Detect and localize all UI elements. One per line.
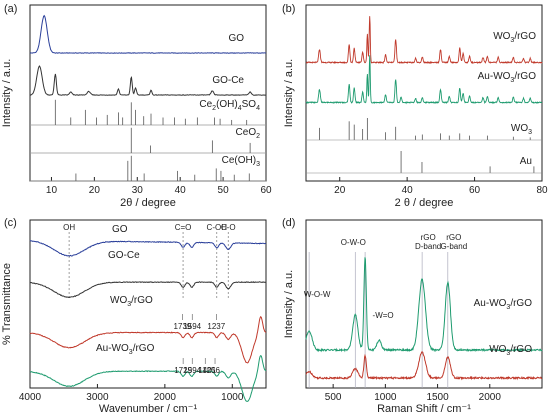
panel-c-series-label: GO-Ce: [108, 250, 140, 261]
panel-d-band-label: -W=O: [373, 311, 394, 320]
panel-b-xtick-label: 40: [402, 185, 414, 196]
panel-c-xtick-label: 4000: [19, 392, 42, 403]
panel-c-band-label: C=O: [175, 223, 192, 232]
panel-c-xtick-label: 1000: [221, 392, 244, 403]
panel-c-series: [30, 281, 267, 299]
panel-c-label: (c): [4, 217, 17, 229]
panel-c-series-label: GO: [112, 224, 128, 235]
panel-b-xtick-label: 60: [469, 185, 481, 196]
panel-a-ylabel: Intensity / a.u.: [1, 59, 13, 127]
panel-c-series-label: Au-WO3/rGO: [96, 343, 155, 356]
panel-d-xtick-label: 2000: [479, 392, 502, 403]
panel-c-xtick-label: 3000: [86, 392, 109, 403]
panel-c-xtick-label: 2000: [154, 392, 177, 403]
panel-a-xtick-label: 40: [175, 185, 187, 196]
panel-d-band-label: O-W-O: [341, 238, 366, 247]
panel-a-series-label: GO-Ce: [212, 75, 244, 86]
panel-b-ref-label: WO3: [511, 123, 532, 136]
panel-c-annotation: 1594: [183, 366, 201, 375]
panel-a-xtick-label: 30: [132, 185, 144, 196]
panel-a-ref-label: Ce(OH)3: [222, 155, 260, 168]
panel-c-series-label: WO3/rGO: [110, 295, 153, 308]
panel-c-band-label: C-OH: [207, 223, 228, 232]
panel-d-band-label: W-O-W: [304, 290, 331, 299]
panel-a-series-go-ce: [29, 65, 267, 96]
panel-c-ylabel: % Transmittance: [1, 263, 13, 345]
panel-c-annotation: 1729: [174, 366, 192, 375]
panel-d-frame: [305, 219, 543, 389]
panel-b: (b) 20 40 60 80 WO3/rGO Au-WO3/rGO WO3 Au Intensi…: [282, 3, 548, 209]
panel-c-frame: [29, 219, 267, 389]
panel-c-series: [29, 240, 267, 257]
panel-c-series: [29, 355, 267, 402]
panel-a-series-label: GO: [228, 33, 244, 44]
panel-b-frame: [305, 4, 543, 182]
panel-a-xtick-label: 60: [260, 185, 272, 196]
panel-b-series: [305, 55, 543, 105]
panel-b-series: [305, 16, 543, 65]
panel-a-xtick-label: 20: [89, 185, 101, 196]
panel-d-series-label: WO3/rGO: [489, 344, 532, 357]
panel-d-label: (d): [282, 217, 295, 229]
panel-c-annotation: 1594: [183, 322, 201, 331]
panel-d: (d)500 1000 1500 2000W-O-WO-W-O-W=OrGOD-ban…: [282, 217, 543, 414]
panel-b-xtick-label: 80: [536, 185, 548, 196]
panel-d-series: [305, 257, 543, 353]
panel-d-xtick-label: 500: [325, 392, 342, 403]
panel-d-xtick-label: 1000: [374, 392, 397, 403]
panel-d-band-label: rGO: [421, 233, 436, 242]
panel-d-xtick-label: 1500: [426, 392, 449, 403]
panel-b-series-label: WO3/rGO: [493, 31, 536, 44]
panel-a-label: (a): [4, 3, 17, 15]
panel-b-ylabel: Intensity / a.u.: [283, 59, 295, 127]
panel-b-xtick-label: 20: [334, 185, 346, 196]
panel-d-band-label: D-band: [415, 242, 441, 251]
panel-d-band-label: G-band: [440, 242, 467, 251]
panel-c-annotation: 1401: [198, 366, 216, 375]
panel-a: (a) 10 20 30 40 50 60 Ce2(OH)4SO4 CeO2 Ce(OH)3 GO G…: [1, 3, 272, 209]
panel-b-ref-label: Au: [520, 156, 532, 167]
panel-b-series-label: Au-WO3/rGO: [478, 71, 537, 84]
panel-d-band-label: rGO: [446, 233, 461, 242]
panel-a-ref-label: Ce2(OH)4SO4: [199, 99, 260, 112]
panel-d-xlabel: Raman Shift / cm⁻¹: [377, 403, 471, 414]
panel-c-band-label: OH: [63, 223, 75, 232]
panel-c-annotation: 1739: [174, 322, 192, 331]
panel-c: (c) 4000 3000 2000 1000 OH C=O C-OHC-O GO GO-Ce WO…: [1, 217, 267, 414]
panel-c-annotation: 1256: [202, 366, 220, 375]
panel-d-series: [305, 351, 543, 381]
panel-a-ref-label: CeO2: [236, 127, 261, 140]
panel-c-annotation: 1237: [207, 322, 225, 331]
panel-c-xlabel: Wavenumber / cm⁻¹: [99, 403, 198, 414]
panel-a-xtick-label: 10: [46, 185, 58, 196]
panel-d-series-label: Au-WO3/rGO: [474, 298, 533, 311]
panel-a-xtick-label: 50: [218, 185, 230, 196]
panel-b-label: (b): [282, 3, 295, 15]
panel-b-xlabel: 2 θ / degree: [395, 197, 454, 209]
panel-a-xlabel: 2θ / degree: [120, 197, 176, 209]
panel-a-series-go: [29, 14, 267, 54]
panel-c-band-label: C-O: [221, 223, 236, 232]
panel-d-ylabel: Intensity / a.u.: [283, 270, 295, 338]
panel-c-series: [29, 315, 267, 364]
